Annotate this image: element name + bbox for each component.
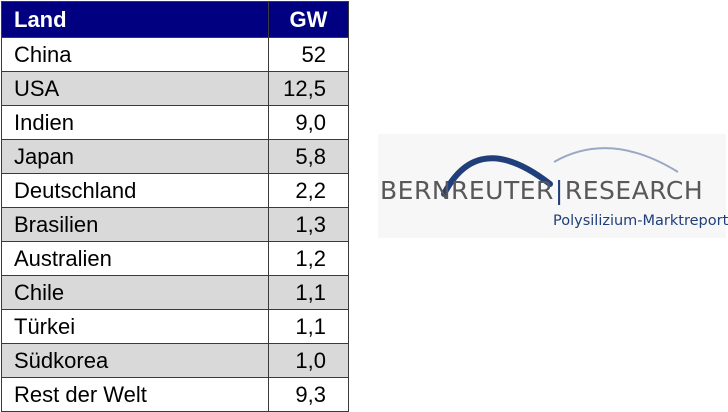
cell-land: Chile	[1, 275, 269, 310]
cell-gw: 1,1	[268, 275, 349, 310]
table-row: China 52	[1, 37, 349, 72]
table-row: Brasilien 1,3	[1, 207, 349, 242]
cell-gw: 1,2	[268, 241, 349, 276]
cell-land: Japan	[1, 139, 269, 174]
logo-arc-icon	[441, 147, 679, 197]
cell-land: Australien	[1, 241, 269, 276]
cell-gw: 1,1	[268, 309, 349, 344]
table-row: USA 12,5	[1, 71, 349, 106]
table-row: Indien 9,0	[1, 105, 349, 140]
cell-land: Südkorea	[1, 343, 269, 378]
cell-land: Deutschland	[1, 173, 269, 208]
cell-land: Indien	[1, 105, 269, 140]
table-row: Südkorea 1,0	[1, 343, 349, 378]
table-row: Chile 1,1	[1, 275, 349, 310]
logo-tagline: Polysilizium-Marktreports	[553, 213, 728, 229]
cell-gw: 12,5	[268, 71, 349, 106]
cell-gw: 2,2	[268, 173, 349, 208]
table-row: Türkei 1,1	[1, 309, 349, 344]
table-row: Rest der Welt 9,3	[1, 377, 349, 412]
cell-gw: 1,0	[268, 343, 349, 378]
column-header-gw: GW	[268, 1, 349, 38]
cell-gw: 5,8	[268, 139, 349, 174]
cell-land: China	[1, 37, 269, 72]
logo-word-research: RESEARCH	[564, 176, 704, 205]
table-body: China 52 USA 12,5 Indien 9,0 Japan 5,8 Deutschla…	[1, 37, 349, 412]
logo-separator: |	[554, 176, 564, 205]
cell-land: USA	[1, 71, 269, 106]
column-header-land: Land	[1, 1, 269, 38]
table-row: Australien 1,2	[1, 241, 349, 276]
cell-land: Rest der Welt	[1, 377, 269, 412]
cell-gw: 1,3	[268, 207, 349, 242]
cell-gw: 9,0	[268, 105, 349, 140]
table-row: Deutschland 2,2	[1, 173, 349, 208]
logo-wordmark: BERNREUTER|RESEARCH	[380, 176, 703, 205]
table-header-row: Land GW	[1, 1, 349, 38]
capacity-table: Land GW China 52 USA 12,5 Indien 9,0 Japan 5,8 D…	[1, 1, 349, 412]
cell-gw: 52	[268, 37, 349, 72]
cell-land: Brasilien	[1, 207, 269, 242]
bernreuter-research-logo: BERNREUTER|RESEARCH Polysilizium-Marktre…	[378, 134, 728, 238]
cell-gw: 9,3	[268, 377, 349, 412]
table-row: Japan 5,8	[1, 139, 349, 174]
logo-word-bernreuter: BERNREUTER	[380, 176, 554, 205]
cell-land: Türkei	[1, 309, 269, 344]
